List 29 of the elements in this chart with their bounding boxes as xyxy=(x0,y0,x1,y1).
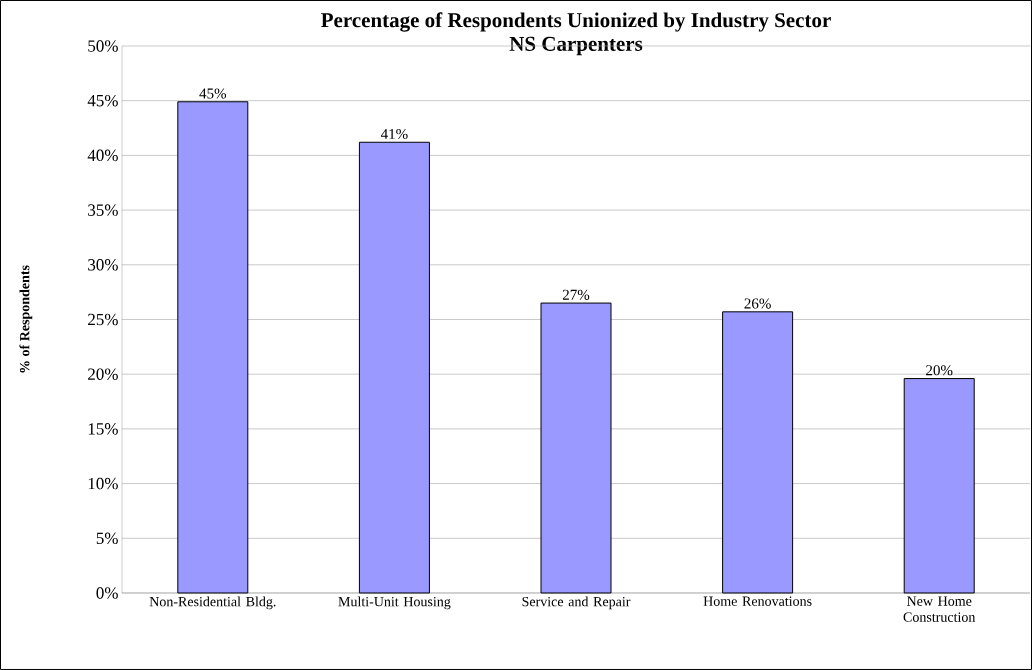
y-tick-label: 15% xyxy=(88,423,118,435)
y-tick-label: 35% xyxy=(88,204,118,216)
chart-title: Percentage of Respondents Unionized by Industry Sector xyxy=(321,12,831,32)
y-tick-label: 30% xyxy=(88,259,118,271)
x-tick-label: Non-Residential Bldg. xyxy=(149,596,276,610)
chart-subtitle: NS Carpenters xyxy=(509,36,643,56)
data-label: 26% xyxy=(744,298,771,309)
bar xyxy=(722,311,794,594)
x-tick-label: Home Renovations xyxy=(703,596,812,606)
y-tick-label: 0% xyxy=(96,587,118,599)
y-tick-label: 20% xyxy=(88,368,118,380)
y-tick-label: 50% xyxy=(88,40,118,52)
x-tick-label: New Home Construction xyxy=(903,596,976,622)
y-tick-label: 10% xyxy=(88,477,118,490)
y-tick-label: 25% xyxy=(88,313,118,326)
y-tick-label: 40% xyxy=(87,149,118,162)
data-label: 20% xyxy=(926,365,953,376)
bar xyxy=(177,101,249,594)
x-tick-label: Multi-Unit Housing xyxy=(338,596,451,610)
data-label: 41% xyxy=(380,128,408,140)
data-label: 27% xyxy=(562,289,590,300)
bar xyxy=(358,141,430,594)
data-label: 45% xyxy=(199,88,227,99)
x-tick-label: Service and Repair xyxy=(522,596,631,610)
y-tick-label: 45% xyxy=(87,94,118,107)
y-tick-label: 5% xyxy=(96,532,118,545)
bar xyxy=(903,378,975,594)
y-axis-title: % of Respondents xyxy=(19,265,33,373)
bar xyxy=(540,302,612,594)
